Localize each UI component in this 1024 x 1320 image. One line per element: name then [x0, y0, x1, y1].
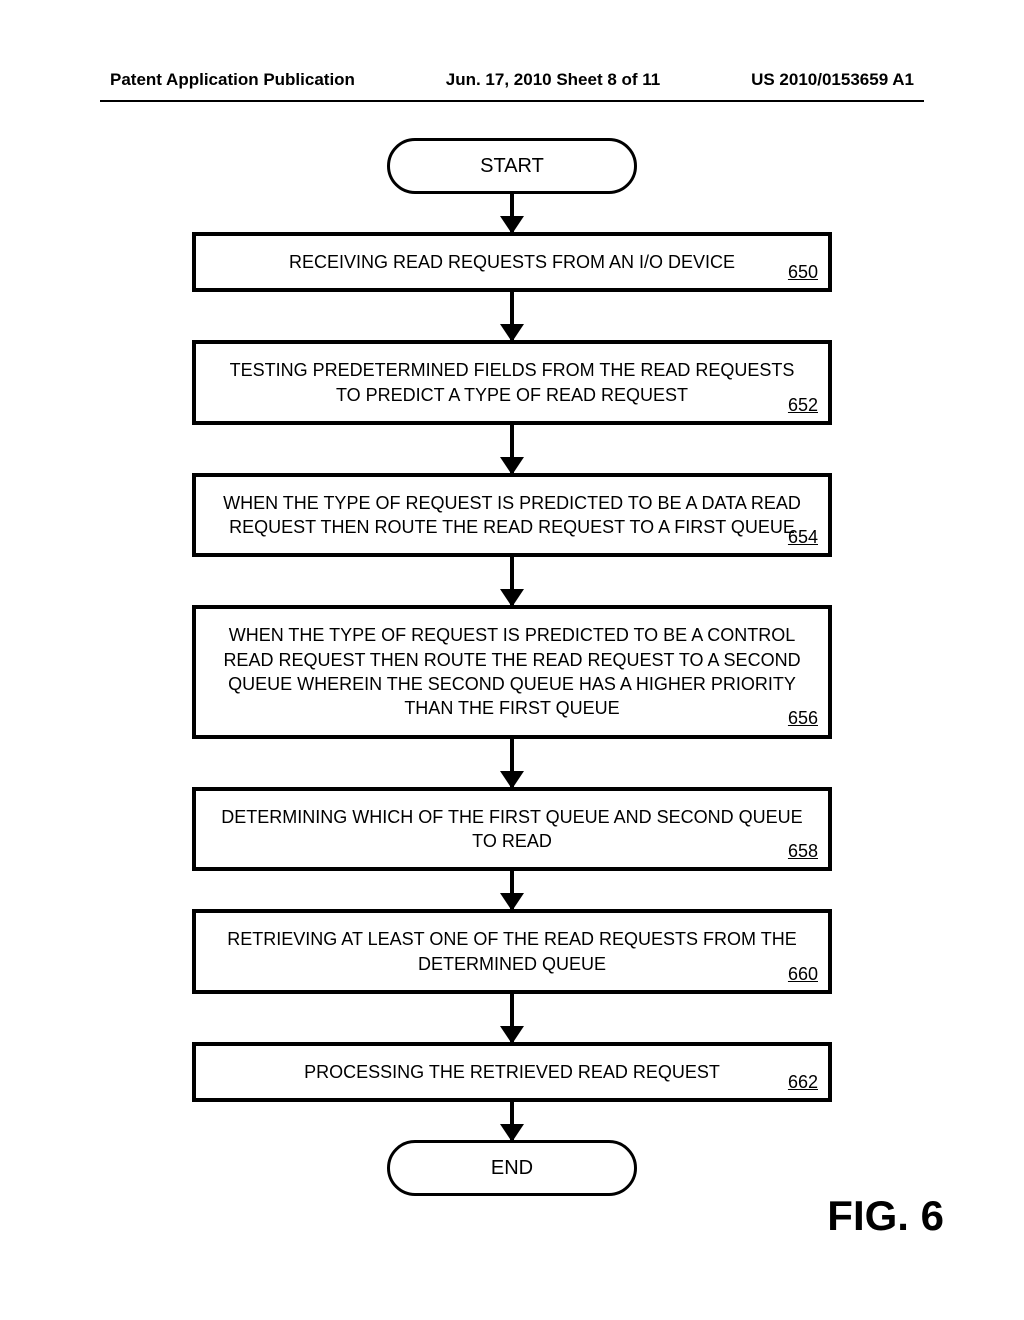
process-step: DETERMINING WHICH OF THE FIRST QUEUE AND… [192, 787, 832, 872]
process-step: WHEN THE TYPE OF REQUEST IS PREDICTED TO… [192, 605, 832, 738]
arrow [510, 994, 514, 1042]
step-text: RETRIEVING AT LEAST ONE OF THE READ REQU… [227, 929, 796, 973]
header-rule [100, 100, 924, 102]
step-text: WHEN THE TYPE OF REQUEST IS PREDICTED TO… [223, 625, 800, 718]
process-step: WHEN THE TYPE OF REQUEST IS PREDICTED TO… [192, 473, 832, 558]
ref-num: 656 [788, 706, 818, 730]
step-text: TESTING PREDETERMINED FIELDS FROM THE RE… [230, 360, 795, 404]
ref-num: 662 [788, 1070, 818, 1094]
ref-num: 660 [788, 962, 818, 986]
arrow [510, 739, 514, 787]
ref-num: 658 [788, 839, 818, 863]
arrow [510, 1102, 514, 1140]
arrow [510, 557, 514, 605]
step-text: WHEN THE TYPE OF REQUEST IS PREDICTED TO… [223, 493, 801, 537]
flowchart: START RECEIVING READ REQUESTS FROM AN I/… [100, 138, 924, 1196]
step-text: DETERMINING WHICH OF THE FIRST QUEUE AND… [221, 807, 802, 851]
process-step: TESTING PREDETERMINED FIELDS FROM THE RE… [192, 340, 832, 425]
ref-num: 652 [788, 393, 818, 417]
page: Patent Application Publication Jun. 17, … [0, 0, 1024, 1320]
arrow [510, 194, 514, 232]
process-step: RECEIVING READ REQUESTS FROM AN I/O DEVI… [192, 232, 832, 292]
ref-num: 650 [788, 260, 818, 284]
arrow [510, 425, 514, 473]
arrow [510, 871, 514, 909]
header-right: US 2010/0153659 A1 [751, 70, 914, 90]
step-text: PROCESSING THE RETRIEVED READ REQUEST [304, 1062, 720, 1082]
header-center: Jun. 17, 2010 Sheet 8 of 11 [446, 70, 661, 90]
process-step: RETRIEVING AT LEAST ONE OF THE READ REQU… [192, 909, 832, 994]
process-step: PROCESSING THE RETRIEVED READ REQUEST 66… [192, 1042, 832, 1102]
end-label: END [491, 1157, 533, 1180]
arrow [510, 292, 514, 340]
start-terminal: START [387, 138, 637, 194]
ref-num: 654 [788, 525, 818, 549]
figure-label: FIG. 6 [827, 1192, 944, 1240]
step-text: RECEIVING READ REQUESTS FROM AN I/O DEVI… [289, 252, 735, 272]
end-terminal: END [387, 1140, 637, 1196]
header-left: Patent Application Publication [110, 70, 355, 90]
start-label: START [480, 155, 544, 178]
patent-header: Patent Application Publication Jun. 17, … [100, 70, 924, 98]
